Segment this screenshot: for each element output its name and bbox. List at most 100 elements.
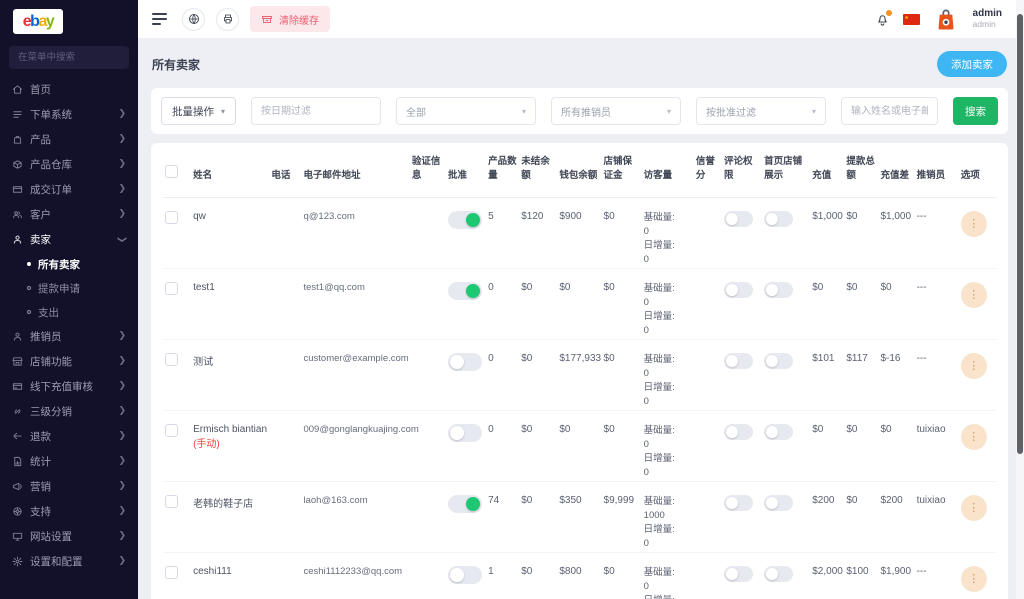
sidebar-item-offline-recharge-review[interactable]: 线下充值审核 ❯ [0, 374, 138, 399]
cell-recharge: $101 [812, 352, 835, 364]
row-checkbox[interactable] [165, 281, 178, 295]
sidebar-item-marketing[interactable]: 营销 ❯ [0, 474, 138, 499]
approve-toggle[interactable] [447, 210, 482, 229]
admin-avatar[interactable] [933, 6, 960, 33]
comment-permission-toggle[interactable] [723, 423, 753, 440]
row-checkbox[interactable] [165, 352, 178, 366]
cell-phone [269, 268, 301, 339]
salesman-filter-select[interactable]: 所有推销员 ▾ [551, 97, 682, 125]
globe-icon[interactable] [182, 7, 205, 31]
column-header: 钱包余额 [557, 143, 602, 198]
chevron-down-icon: ▾ [667, 106, 672, 116]
bulk-actions-button[interactable]: 批量操作 ▾ [161, 97, 237, 125]
order-system-icon [12, 109, 23, 120]
row-options-button[interactable]: ⋮ [960, 423, 987, 450]
sidebar-item-three-level-distribution[interactable]: 三级分销 ❯ [0, 399, 138, 424]
row-checkbox[interactable] [165, 565, 178, 579]
menu-search-input[interactable] [9, 46, 129, 69]
row-checkbox[interactable] [165, 423, 178, 437]
comment-permission-toggle[interactable] [723, 281, 753, 298]
row-options-button[interactable]: ⋮ [960, 565, 987, 592]
date-filter-input[interactable] [251, 97, 382, 125]
home-display-toggle[interactable] [764, 281, 794, 298]
approve-toggle[interactable] [447, 281, 482, 300]
table-row: 测试 customer@example.com 0 $0 $177,933 $0… [163, 339, 996, 410]
approval-filter-select[interactable]: 按批准过滤 ▾ [696, 97, 827, 125]
notifications-bell-icon[interactable] [875, 9, 892, 27]
select-all-checkbox[interactable] [165, 165, 178, 179]
home-display-toggle[interactable] [764, 565, 794, 582]
search-button[interactable]: 搜索 [953, 97, 998, 125]
sidebar-subitem-all-sellers[interactable]: 所有卖家 [0, 252, 138, 276]
user-menu[interactable]: admin admin [973, 8, 1002, 29]
cell-store-deposit: $0 [603, 565, 615, 577]
cell-store-deposit: $9,999 [603, 494, 635, 506]
home-display-toggle[interactable] [764, 494, 794, 511]
row-options-button[interactable]: ⋮ [960, 352, 987, 379]
cell-outstanding-balance: $0 [521, 494, 533, 506]
row-options-button[interactable]: ⋮ [960, 494, 987, 521]
table-row: qw q@123.com 5 $120 $900 $0 基础量: 0 日增量: 0 $… [163, 197, 996, 268]
home-display-toggle[interactable] [764, 423, 794, 440]
salesman-icon [12, 331, 23, 342]
page-scrollbar[interactable] [1016, 0, 1024, 599]
sidebar-subitem-withdraw-requests[interactable]: 提款申请 [0, 276, 138, 300]
sidebar-item-statistics[interactable]: 统计 ❯ [0, 449, 138, 474]
printer-icon[interactable] [216, 7, 239, 31]
comment-permission-toggle[interactable] [723, 352, 753, 369]
sidebar-item-refunds[interactable]: 退款 ❯ [0, 424, 138, 449]
home-display-toggle[interactable] [764, 352, 794, 369]
sidebar-subitem-payouts[interactable]: 支出 [0, 300, 138, 324]
row-options-button[interactable]: ⋮ [960, 281, 987, 308]
sidebar-item-home[interactable]: 首页 ❯ [0, 77, 138, 102]
clear-cache-button[interactable]: 清除缓存 [250, 6, 330, 32]
sidebar-item-sellers[interactable]: 卖家 ❯ [0, 227, 138, 252]
row-checkbox[interactable] [165, 494, 178, 508]
home-display-toggle[interactable] [764, 210, 794, 227]
approve-toggle[interactable] [447, 352, 482, 371]
sidebar-item-salesman[interactable]: 推销员 ❯ [0, 324, 138, 349]
chevron-right-icon: ❯ [118, 183, 126, 193]
sidebar-item-settings-config[interactable]: 设置和配置 ❯ [0, 549, 138, 574]
comment-permission-toggle[interactable] [723, 494, 753, 511]
sidebar-item-product-warehouse[interactable]: 产品仓库 ❯ [0, 152, 138, 177]
cell-wallet-balance: $800 [559, 565, 582, 577]
sidebar-item-order-system[interactable]: 下单系统 ❯ [0, 102, 138, 127]
column-header: 评论权限 [721, 143, 763, 198]
cell-product-count: 0 [488, 423, 494, 435]
row-checkbox[interactable] [165, 210, 178, 224]
add-seller-button[interactable]: 添加卖家 [937, 51, 1007, 77]
chevron-right-icon: ❯ [118, 455, 126, 465]
archive-icon [262, 16, 272, 23]
sidebar-item-website-settings[interactable]: 网站设置 ❯ [0, 524, 138, 549]
cell-outstanding-balance: $0 [521, 281, 533, 293]
user-role: admin [972, 18, 996, 29]
cell-store-deposit: $0 [603, 281, 615, 293]
cell-recharge: $0 [812, 423, 824, 435]
language-flag-china[interactable] [902, 13, 920, 25]
comment-permission-toggle[interactable] [723, 210, 753, 227]
scrollbar-thumb[interactable] [1017, 14, 1023, 454]
sidebar-item-products[interactable]: 产品 ❯ [0, 127, 138, 152]
approve-toggle[interactable] [447, 565, 482, 584]
seller-search-input[interactable] [841, 97, 938, 125]
cell-name: test1 [193, 281, 215, 293]
sidebar-item-store-features[interactable]: 店铺功能 ❯ [0, 349, 138, 374]
sidebar-item-customers[interactable]: 客户 ❯ [0, 202, 138, 227]
chevron-right-icon: ❯ [118, 530, 126, 540]
approve-toggle[interactable] [447, 423, 482, 442]
menu-toggle-icon[interactable] [152, 13, 167, 25]
approve-toggle[interactable] [447, 494, 482, 513]
cell-outstanding-balance: $0 [521, 565, 533, 577]
sidebar-item-completed-orders[interactable]: 成交订单 ❯ [0, 177, 138, 202]
column-header: 充值差 [878, 143, 915, 198]
comment-permission-toggle[interactable] [723, 565, 753, 582]
distribution-icon [12, 406, 23, 417]
cell-wallet-balance: $900 [559, 210, 582, 222]
status-filter-select[interactable]: 全部 ▾ [396, 97, 537, 125]
sidebar-item-support[interactable]: 支持 ❯ [0, 499, 138, 524]
cell-name: Ermisch biantian (手动) [193, 423, 268, 450]
row-options-button[interactable]: ⋮ [960, 210, 987, 237]
